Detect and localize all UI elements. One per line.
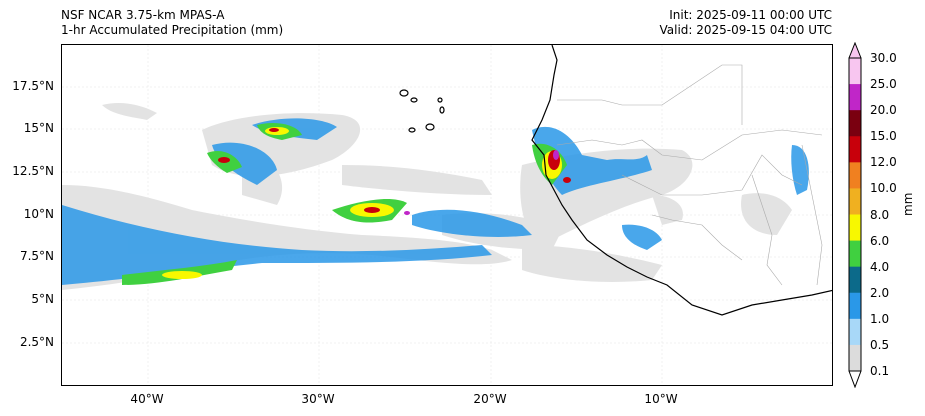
- colorbar-segment: [849, 214, 861, 242]
- colorbar-segment: [849, 162, 861, 189]
- colorbar-label: mm: [901, 192, 915, 216]
- colorbar-segment: [849, 110, 861, 137]
- valid-time: Valid: 2025-09-15 04:00 UTC: [659, 23, 832, 37]
- colorbar-tick-label: 12.0: [870, 155, 897, 170]
- lat-label-17-5: 17.5°N: [12, 79, 54, 93]
- colorbar-frame: [848, 57, 862, 372]
- extreme-precip-areas: [404, 150, 559, 215]
- lon-label-40w: 40°W: [130, 392, 164, 406]
- colorbar-tick-label: 1.0: [870, 311, 890, 326]
- colorbar-tick-label: 30.0: [870, 51, 897, 65]
- colorbar-segment: [849, 84, 861, 111]
- colorbar-segment: [849, 240, 861, 268]
- colorbar-tick-label: 4.0: [870, 259, 890, 274]
- colorbar-tick-label: 0.5: [870, 337, 890, 352]
- colorbar-segment: [849, 136, 861, 163]
- init-time: Init: 2025-09-11 00:00 UTC: [669, 8, 832, 22]
- colorbar-tick-label: 25.0: [870, 77, 897, 92]
- colorbar-tick-label: 0.1: [870, 364, 890, 378]
- colorbar-segment: [849, 188, 861, 215]
- colorbar-segment: [849, 266, 861, 294]
- model-name: NSF NCAR 3.75-km MPAS-A: [61, 8, 225, 22]
- colorbar-bottom-extend: [848, 370, 862, 388]
- lat-label-7-5: 7.5°N: [19, 249, 54, 263]
- colorbar-tick-label: 6.0: [870, 233, 890, 248]
- lat-label-10: 10°N: [23, 207, 54, 221]
- colorbar: [848, 42, 862, 388]
- lat-label-12-5: 12.5°N: [12, 164, 54, 178]
- moderate-precip-areas: [62, 118, 809, 285]
- colorbar-tick-label: 8.0: [870, 207, 890, 222]
- cape-verde-islands: [399, 89, 445, 133]
- colorbar-extend-fill-bottom: [849, 371, 861, 387]
- lat-label-5: 5°N: [31, 292, 54, 306]
- colorbar-tick-label: 2.0: [870, 285, 890, 300]
- colorbar-tick-label: 10.0: [870, 181, 897, 196]
- time-info: Init: 2025-09-11 00:00 UTC Valid: 2025-0…: [659, 8, 832, 38]
- colorbar-top-extend: [848, 42, 862, 59]
- lat-label-2-5: 2.5°N: [19, 335, 54, 349]
- lon-label-10w: 10°W: [644, 392, 678, 406]
- colorbar-segment: [849, 58, 861, 85]
- colorbar-segment: [849, 292, 861, 320]
- lat-label-15: 15°N: [23, 121, 54, 135]
- lon-label-20w: 20°W: [473, 392, 507, 406]
- colorbar-segments: [849, 43, 861, 387]
- colorbar-segment: [849, 344, 861, 372]
- map-svg: [62, 45, 832, 385]
- lon-label-30w: 30°W: [301, 392, 335, 406]
- field-name: 1-hr Accumulated Precipitation (mm): [61, 23, 284, 37]
- map-panel[interactable]: [61, 44, 833, 386]
- colorbar-tick-label: 15.0: [870, 129, 897, 144]
- colorbar-extend-fill-top: [849, 43, 861, 58]
- colorbar-tick-label: 20.0: [870, 103, 897, 118]
- coastline: [531, 45, 832, 316]
- colorbar-segment: [849, 318, 861, 346]
- chart-title: NSF NCAR 3.75-km MPAS-A 1-hr Accumulated…: [61, 8, 283, 38]
- country-borders: [556, 64, 823, 286]
